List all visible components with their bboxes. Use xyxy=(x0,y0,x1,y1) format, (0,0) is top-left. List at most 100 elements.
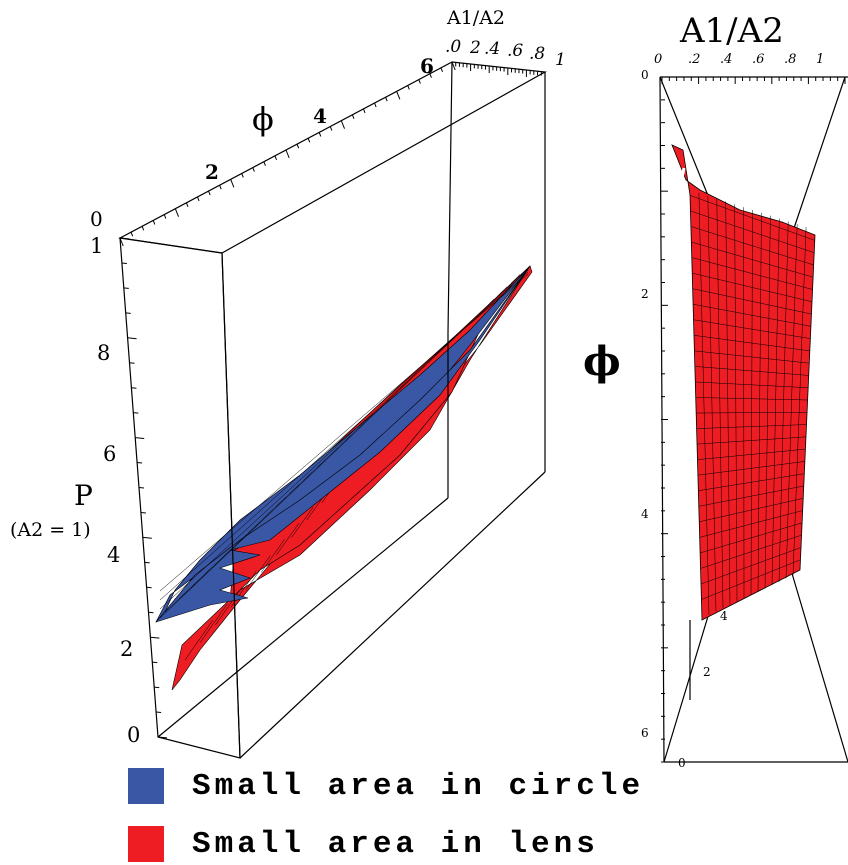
p-tick xyxy=(133,412,139,414)
p-tick-label: 8 xyxy=(97,341,110,365)
p-tick xyxy=(121,262,127,264)
phi-tick xyxy=(219,185,222,190)
phi-tick xyxy=(163,214,167,219)
right-mesh-col xyxy=(707,195,717,612)
p-tick-label: 4 xyxy=(107,543,120,567)
left-phi-label: ϕ xyxy=(252,100,274,138)
left-p-sublabel: (A2 = 1) xyxy=(10,519,91,541)
p-tick-label: 2 xyxy=(120,637,133,661)
right-plot: A1/A2 0 .2 .4 .6 .8 1 ϕ xyxy=(583,11,848,770)
phi-tick xyxy=(152,220,156,225)
p-tick xyxy=(135,437,145,439)
p-tick xyxy=(123,287,129,289)
box-front-edge xyxy=(221,252,241,759)
p-tick-label: 0 xyxy=(127,723,140,747)
p-tick xyxy=(146,586,152,589)
right-mesh-col xyxy=(771,218,780,586)
top-tick-label: 2 xyxy=(469,38,481,58)
top-tick-label: 0 xyxy=(654,52,662,67)
right-mesh-col xyxy=(750,209,753,596)
blue-mesh-line xyxy=(469,311,482,323)
top-tick-label: 1 xyxy=(816,52,824,67)
phi-tick xyxy=(351,114,355,119)
phi-tick xyxy=(185,202,189,207)
right-mesh-col xyxy=(725,201,731,605)
phi-tick xyxy=(374,102,377,108)
right-funnel-right-bottom xyxy=(787,559,848,763)
red-mesh-line xyxy=(184,619,214,661)
legend-item-lens: Small area in lens xyxy=(128,826,599,862)
p-tick-label: 1 xyxy=(90,234,103,258)
box-edge-bottom-back xyxy=(157,497,449,738)
red-mesh-line xyxy=(260,539,285,573)
top-tick-label: .2 xyxy=(688,52,700,67)
phi-tick xyxy=(274,155,277,161)
blue-mesh-line xyxy=(510,274,521,284)
legend-item-circle: Small area in circle xyxy=(128,768,644,804)
p-tick xyxy=(127,337,137,340)
right-mesh-col xyxy=(698,192,710,615)
phi-tick xyxy=(385,97,388,102)
right-mesh-col xyxy=(757,212,762,592)
p-tick xyxy=(152,661,158,664)
legend-swatch-blue xyxy=(128,768,164,804)
p-tick xyxy=(125,312,131,314)
top-tick-label: .0 xyxy=(445,37,461,57)
p-tick xyxy=(156,711,162,714)
blue-mesh-line xyxy=(159,269,529,610)
blue-mesh-line xyxy=(159,267,529,619)
right-red-surface xyxy=(671,144,816,621)
phi-tick-label: 4 xyxy=(641,507,649,521)
phi-tick xyxy=(418,79,421,84)
blue-mesh-line xyxy=(483,298,495,310)
left-p-label: P xyxy=(74,479,93,512)
phi-tick-label: 6 xyxy=(641,726,649,740)
phi-tick xyxy=(340,120,345,129)
p-tick xyxy=(157,736,168,739)
top-tick-label: 1 xyxy=(555,50,566,70)
left-plot: A1/A2 .0 2 .4 .6 .8 1 ϕ 0 2 4 6 0 2 4 6 … xyxy=(10,7,566,759)
blue-mesh-line xyxy=(400,373,417,389)
top-tick-label: .4 xyxy=(484,39,500,59)
right-mesh-col xyxy=(778,221,789,582)
red-mesh-line xyxy=(245,555,271,591)
phi-tick-label: 2 xyxy=(641,287,649,301)
phi-tick-label: 0 xyxy=(641,68,649,82)
left-phi-tick-labels: 0 2 4 6 xyxy=(90,54,434,231)
phi-tick xyxy=(429,73,432,78)
left-top-tick-labels: .0 2 .4 .6 .8 1 xyxy=(445,37,566,70)
a-axis-ticks xyxy=(451,62,546,79)
phi-tick xyxy=(119,237,124,247)
right-mesh-col xyxy=(716,198,724,609)
phi-tick xyxy=(329,126,333,131)
p-tick xyxy=(129,362,135,364)
p-tick xyxy=(119,237,130,240)
red-mesh-line xyxy=(200,603,228,643)
phi-tick-label: 0 xyxy=(90,207,103,231)
phi-axis-ticks xyxy=(119,61,456,247)
p-tick xyxy=(148,611,154,614)
p-tick-label: 6 xyxy=(103,442,116,466)
phi-tick xyxy=(440,67,443,73)
right-white-mark xyxy=(678,167,686,189)
phi-tick xyxy=(208,190,211,196)
phi-tick xyxy=(285,149,290,159)
right-top-tick-labels: 0 .2 .4 .6 .8 1 xyxy=(654,52,824,67)
p-tick xyxy=(154,686,160,689)
top-tick-label: .6 xyxy=(752,52,764,67)
phi-tick-label: 2 xyxy=(205,160,219,184)
p-tick xyxy=(140,511,146,514)
right-phi-label: ϕ xyxy=(583,338,621,385)
box-edge-back xyxy=(447,61,453,333)
blue-mesh-line xyxy=(455,323,469,336)
phi-tick xyxy=(130,231,134,237)
p-tick xyxy=(138,487,145,489)
phi-tick xyxy=(318,132,322,137)
right-funnel-right-top xyxy=(789,76,846,241)
inner-tick-label: 2 xyxy=(703,665,711,679)
inner-tick-label: 0 xyxy=(678,756,686,770)
phi-tick xyxy=(197,196,200,202)
blue-mesh-line xyxy=(159,273,529,592)
phi-tick xyxy=(174,208,179,217)
